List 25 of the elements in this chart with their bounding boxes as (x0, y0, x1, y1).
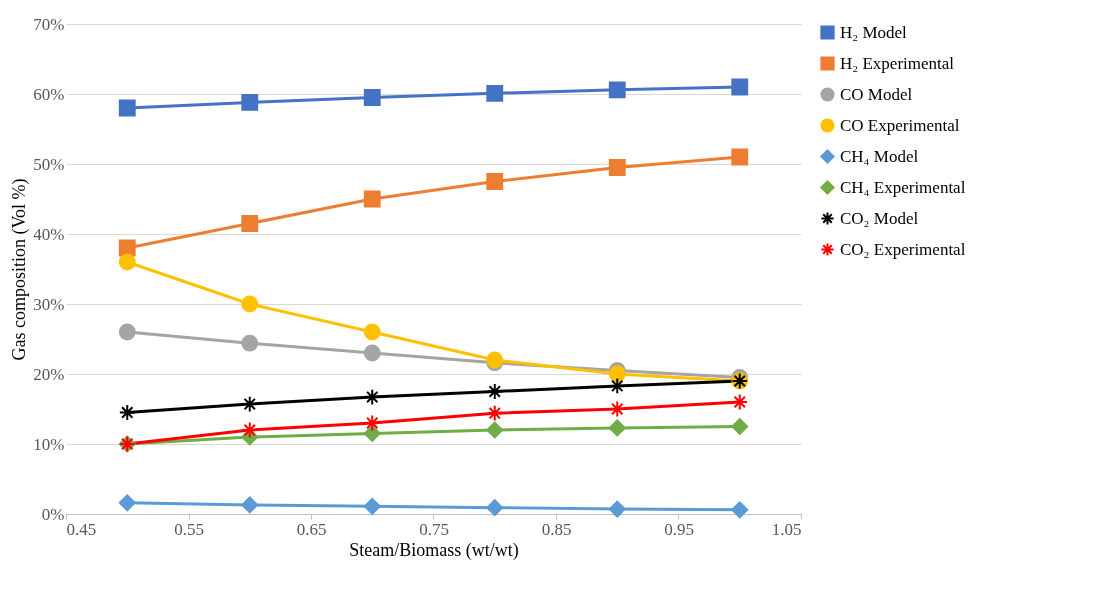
y-tick-label: 30% (33, 294, 65, 314)
y-tick-label: 50% (33, 154, 65, 174)
x-tick-label: 0.65 (296, 519, 327, 539)
x-tick-label: 0.75 (419, 519, 449, 539)
y-tick-label: 60% (33, 84, 65, 104)
y-tick-label: 0% (41, 504, 65, 524)
legend-label: H₂ Experimental (840, 53, 955, 73)
y-tick-label: 20% (33, 364, 65, 384)
y-tick-label: 10% (33, 434, 65, 454)
y-tick-label: 40% (33, 224, 65, 244)
y-axis-title: Gas composition (Vol %) (9, 178, 31, 361)
legend-label: H₂ Model (840, 22, 908, 42)
legend-label: CH₄ Model (840, 146, 919, 166)
legend-label: CH₄ Experimental (840, 177, 966, 197)
x-tick-label: 0.45 (66, 519, 97, 539)
legend-label: CO Model (840, 84, 913, 104)
x-tick-label: 0.85 (541, 519, 572, 539)
legend-label: CO Experimental (840, 115, 960, 135)
legend-label: CO₂ Model (840, 208, 919, 228)
x-tick-label: 1.05 (771, 519, 802, 539)
x-axis-title: Steam/Biomass (wt/wt) (349, 539, 519, 561)
x-tick-label: 0.95 (664, 519, 694, 539)
legend-label: CO₂ Experimental (840, 239, 966, 259)
y-tick-label: 70% (33, 14, 65, 34)
x-tick-label: 0.55 (174, 519, 204, 539)
